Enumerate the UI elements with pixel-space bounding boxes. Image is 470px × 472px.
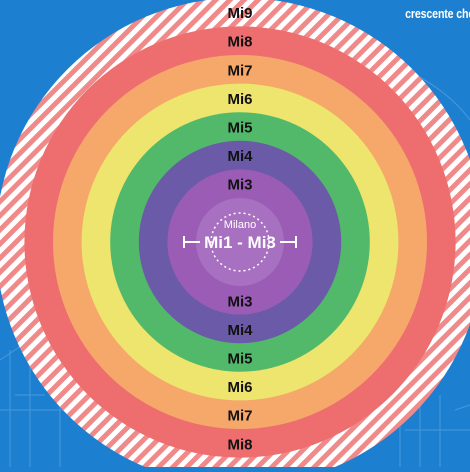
ring-label-mi4-top: Mi4: [227, 148, 253, 165]
ring-label-mi6-top: Mi6: [227, 91, 252, 108]
ring-label-mi3-top: Mi3: [227, 177, 252, 194]
ring-label-mi9-top: Mi9: [227, 5, 252, 22]
ring-label-mi8-bottom: Mi8: [227, 436, 252, 453]
ring-label-mi6-bottom: Mi6: [227, 379, 252, 396]
ring-label-mi7-top: Mi7: [227, 62, 252, 79]
city-label: Milano: [224, 219, 256, 231]
ring-label-mi5-top: Mi5: [227, 120, 252, 137]
range-bracket: [183, 236, 297, 248]
ring-label-mi5-bottom: Mi5: [227, 351, 252, 368]
ring-label-mi4-bottom: Mi4: [227, 322, 253, 339]
corner-caption: crescente che: [405, 6, 470, 21]
ring-label-mi7-bottom: Mi7: [227, 408, 252, 425]
ring-label-mi3-bottom: Mi3: [227, 293, 252, 310]
center-disk: [196, 198, 284, 286]
ring-label-mi8-top: Mi8: [227, 34, 252, 51]
city-boundary-dotted-circle: [210, 212, 270, 272]
center-range-label: Mi1 - Mi3: [204, 233, 276, 252]
